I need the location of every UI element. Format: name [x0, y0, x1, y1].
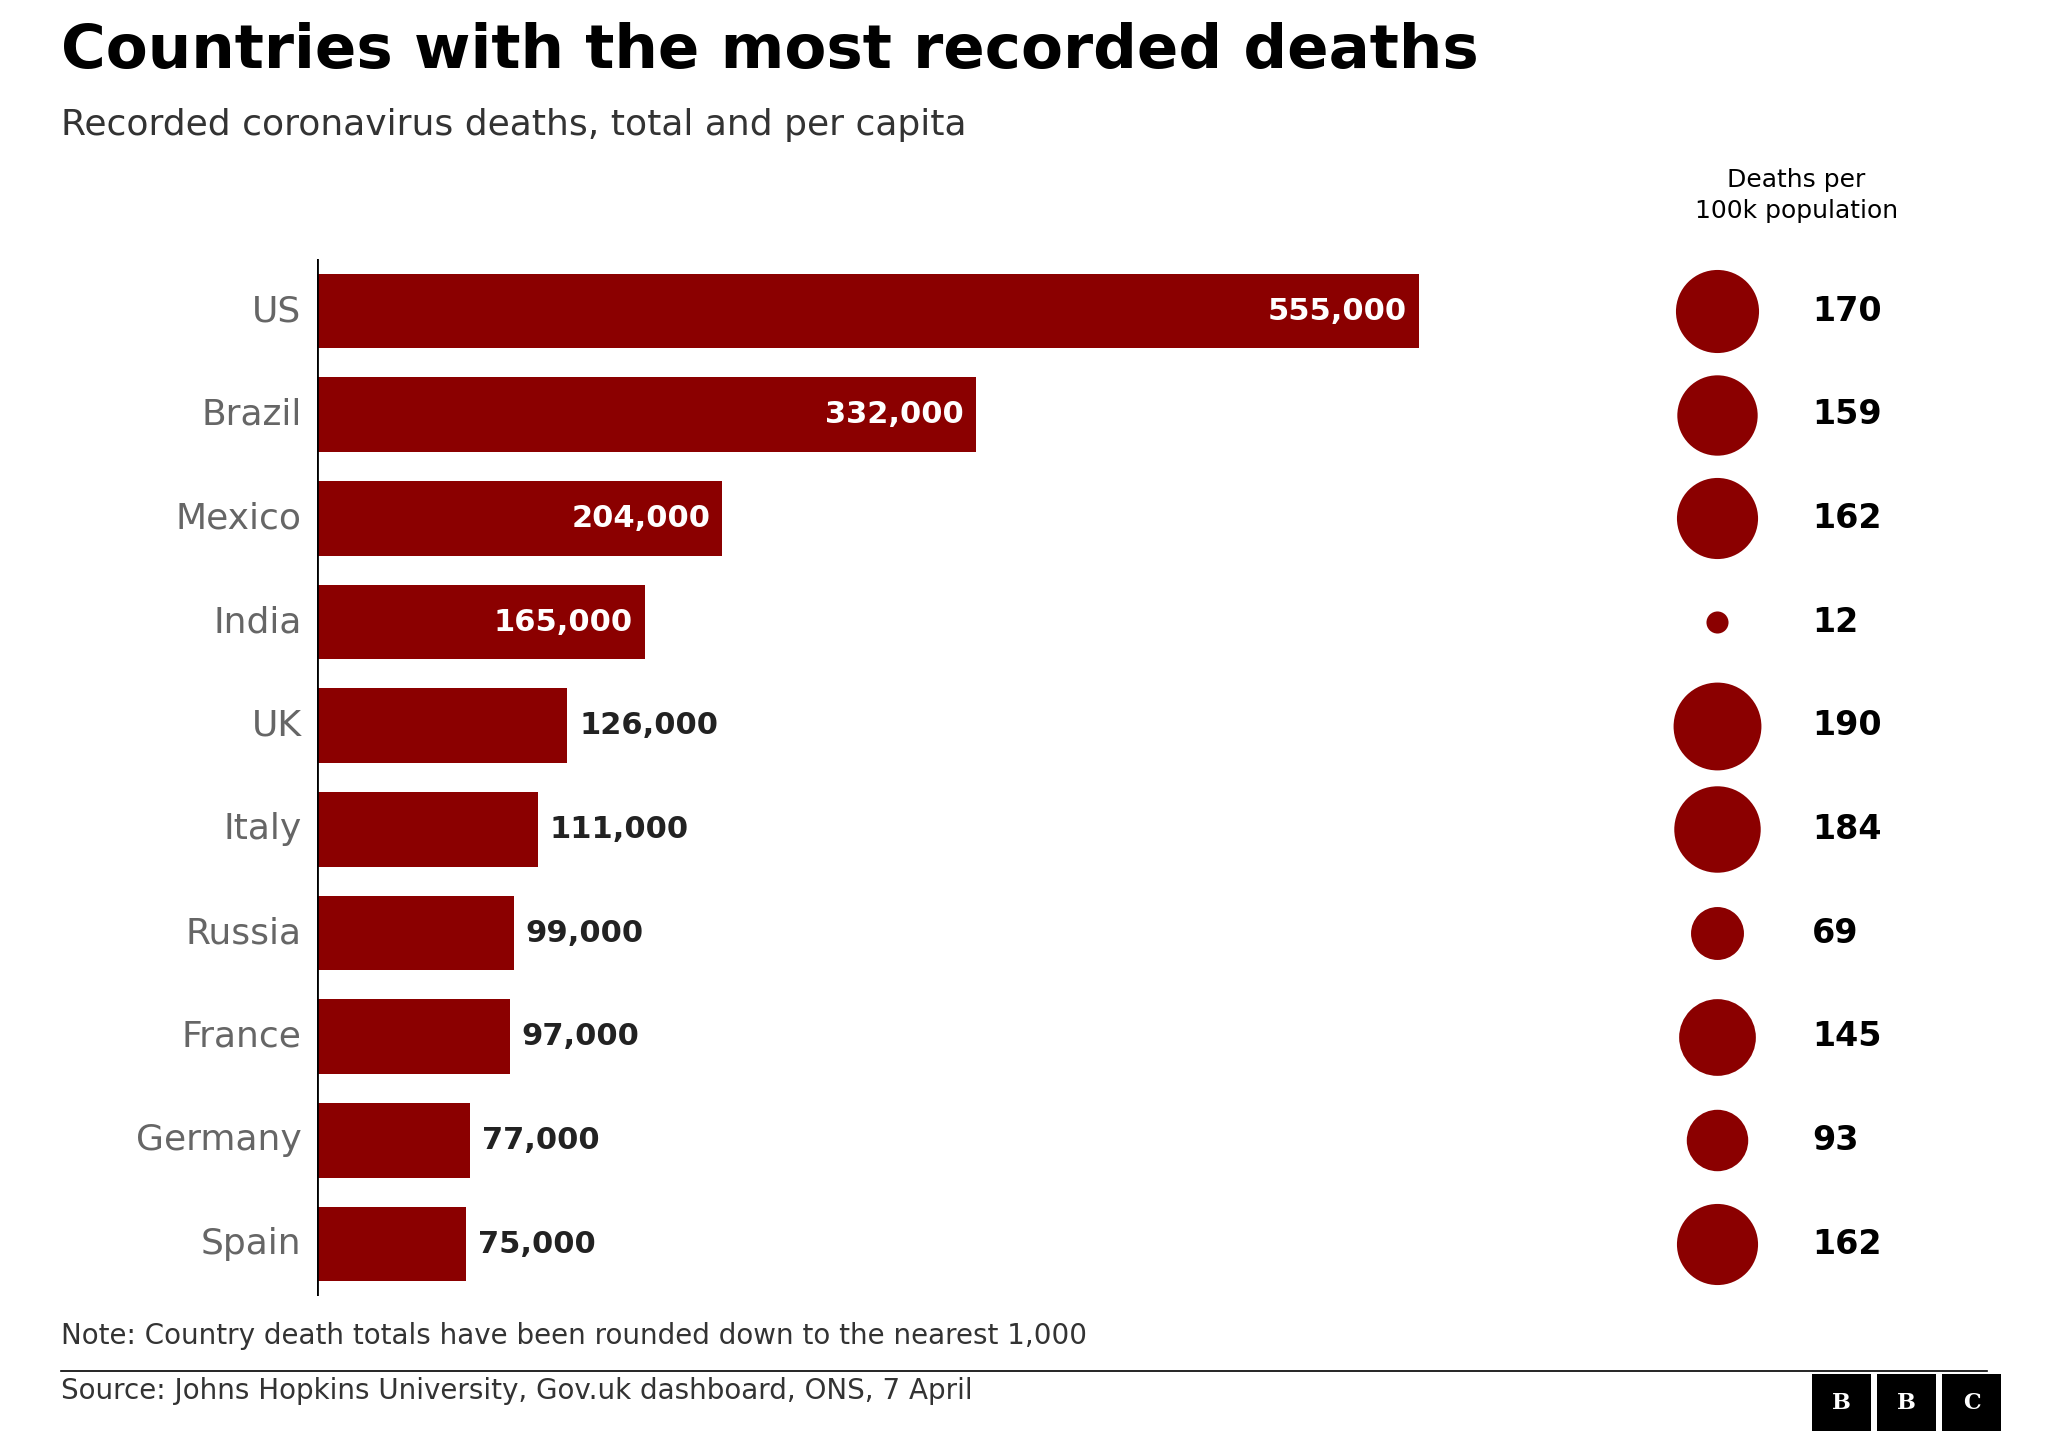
- Text: Germany: Germany: [135, 1123, 301, 1158]
- Text: India: India: [213, 605, 301, 639]
- Point: [1700, 403, 1733, 426]
- Text: 69: 69: [1812, 917, 1860, 949]
- Text: France: France: [182, 1020, 301, 1054]
- Text: 93: 93: [1812, 1125, 1860, 1156]
- Text: 77,000: 77,000: [481, 1126, 600, 1155]
- Text: 555,000: 555,000: [1268, 297, 1407, 325]
- Text: 184: 184: [1812, 814, 1882, 845]
- Text: 162: 162: [1812, 1228, 1882, 1260]
- Text: Recorded coronavirus deaths, total and per capita: Recorded coronavirus deaths, total and p…: [61, 108, 967, 143]
- Point: [1700, 611, 1733, 634]
- Bar: [317, 1103, 471, 1178]
- Text: Mexico: Mexico: [176, 501, 301, 536]
- Text: 190: 190: [1812, 710, 1882, 742]
- Point: [1700, 714, 1733, 737]
- Bar: [317, 688, 567, 763]
- Text: Italy: Italy: [223, 812, 301, 847]
- Text: 111,000: 111,000: [549, 815, 688, 844]
- Text: Source: Johns Hopkins University, Gov.uk dashboard, ONS, 7 April: Source: Johns Hopkins University, Gov.uk…: [61, 1377, 973, 1404]
- Point: [1700, 1129, 1733, 1152]
- Text: 12: 12: [1812, 606, 1858, 638]
- Text: 332,000: 332,000: [825, 400, 965, 429]
- Bar: [1942, 1374, 2001, 1431]
- Text: B: B: [1896, 1391, 1917, 1414]
- Point: [1700, 300, 1733, 323]
- Text: US: US: [252, 294, 301, 328]
- Point: [1700, 922, 1733, 945]
- Text: Countries with the most recorded deaths: Countries with the most recorded deaths: [61, 22, 1479, 81]
- Text: Deaths per
100k population: Deaths per 100k population: [1694, 167, 1898, 223]
- Text: 99,000: 99,000: [526, 919, 643, 948]
- Bar: [317, 896, 514, 971]
- Text: 145: 145: [1812, 1021, 1882, 1053]
- Text: C: C: [1962, 1391, 1980, 1414]
- Bar: [317, 481, 723, 556]
- Bar: [317, 585, 645, 660]
- Text: 126,000: 126,000: [580, 711, 719, 740]
- Point: [1700, 1025, 1733, 1048]
- Bar: [317, 1207, 467, 1282]
- Text: UK: UK: [252, 708, 301, 743]
- Text: 75,000: 75,000: [477, 1230, 596, 1259]
- Point: [1700, 818, 1733, 841]
- Text: 204,000: 204,000: [571, 504, 711, 533]
- Text: Russia: Russia: [186, 916, 301, 950]
- Bar: [1878, 1374, 1935, 1431]
- Text: 170: 170: [1812, 295, 1882, 327]
- Text: Note: Country death totals have been rounded down to the nearest 1,000: Note: Country death totals have been rou…: [61, 1322, 1087, 1349]
- Bar: [317, 377, 977, 452]
- Bar: [1812, 1374, 1872, 1431]
- Bar: [317, 274, 1419, 348]
- Bar: [317, 792, 539, 867]
- Text: 162: 162: [1812, 503, 1882, 534]
- Bar: [317, 999, 510, 1074]
- Text: 165,000: 165,000: [494, 608, 633, 636]
- Text: 97,000: 97,000: [522, 1022, 639, 1051]
- Text: 159: 159: [1812, 399, 1882, 431]
- Text: Brazil: Brazil: [201, 397, 301, 432]
- Text: B: B: [1833, 1391, 1851, 1414]
- Text: Spain: Spain: [201, 1227, 301, 1261]
- Point: [1700, 1233, 1733, 1256]
- Point: [1700, 507, 1733, 530]
